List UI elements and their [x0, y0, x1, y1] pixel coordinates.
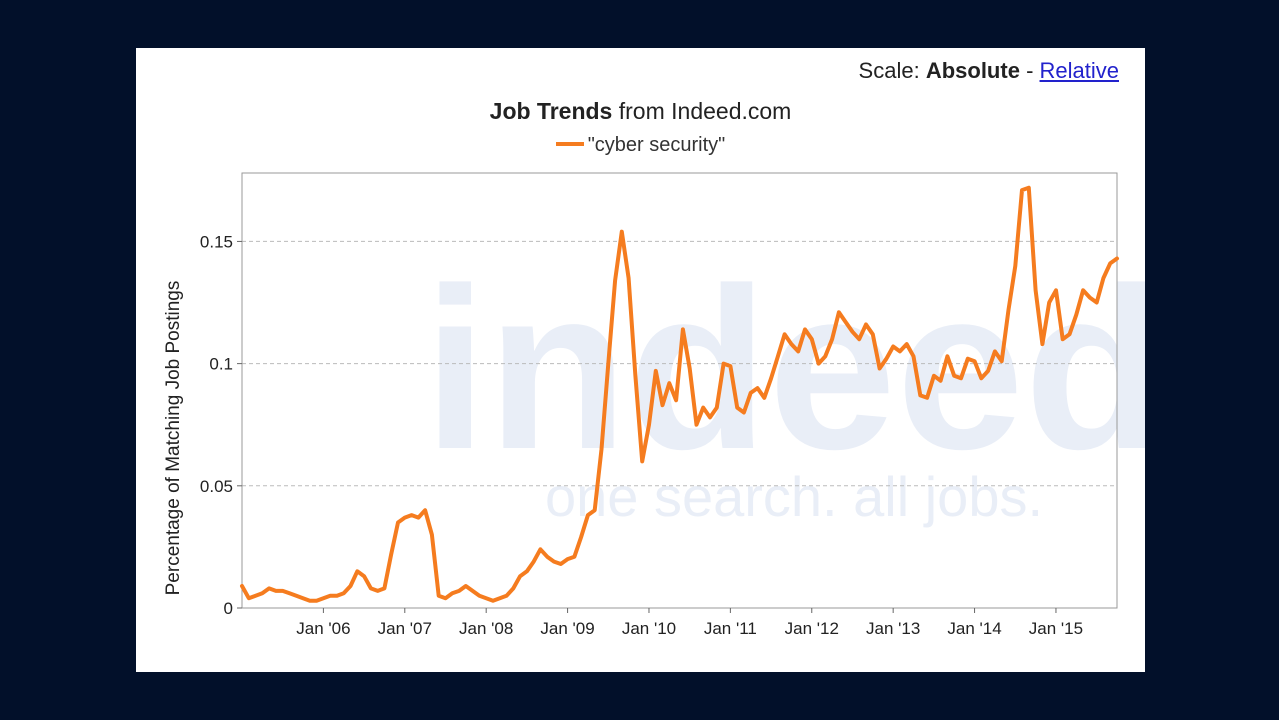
y-tick-label: 0.15: [200, 232, 233, 251]
x-tick-label: Jan '11: [704, 619, 757, 638]
watermark-tagline: one search. all jobs.: [545, 465, 1043, 528]
scale-relative-link[interactable]: Relative: [1039, 58, 1119, 83]
chart-title-rest: from Indeed.com: [618, 98, 792, 124]
chart-legend: "cyber security": [136, 134, 1145, 157]
series-group: [240, 185, 1119, 603]
line-chart: indeed one search. all jobs. 0 0.05 0.1 0.1…: [200, 172, 1145, 638]
scale-separator: -: [1026, 58, 1034, 83]
legend-swatch: [555, 141, 584, 146]
x-tick-label: Jan '13: [866, 619, 920, 638]
x-tick-label: Jan '14: [947, 619, 1001, 638]
x-tick-label: Jan '10: [622, 619, 676, 638]
x-tick-label: Jan '09: [540, 619, 594, 638]
scale-absolute-option: Absolute: [925, 58, 1020, 83]
y-tick-label: 0.05: [200, 477, 233, 496]
indeed-watermark: indeed one search. all jobs.: [423, 240, 1145, 528]
chart-title: Job Trends from Indeed.com: [136, 98, 1145, 125]
plot-frame: [241, 172, 1118, 609]
x-tick-label: Jan '06: [296, 619, 350, 638]
x-tick-label: Jan '15: [1029, 619, 1083, 638]
series-line-cyber-security: [240, 185, 1119, 603]
chart-panel: Scale: Absolute - Relative Job Trends fr…: [136, 48, 1145, 672]
x-tick-label: Jan '12: [785, 619, 839, 638]
y-tick-label: 0.1: [209, 355, 233, 374]
legend-series-name: "cyber security": [587, 134, 726, 156]
scale-label: Scale:: [858, 58, 920, 83]
x-axis: Jan '06 Jan '07 Jan '08 Jan '09 Jan '10 Jan '…: [296, 608, 1083, 638]
chart-title-bold: Job Trends: [489, 98, 613, 124]
y-axis: 0 0.05 0.1 0.15: [200, 232, 242, 618]
y-tick-label: 0: [224, 599, 233, 618]
scale-selector: Scale: Absolute - Relative: [859, 58, 1119, 84]
x-tick-label: Jan '08: [459, 619, 513, 638]
watermark-logo: indeed: [423, 240, 1145, 497]
x-tick-label: Jan '07: [378, 619, 432, 638]
